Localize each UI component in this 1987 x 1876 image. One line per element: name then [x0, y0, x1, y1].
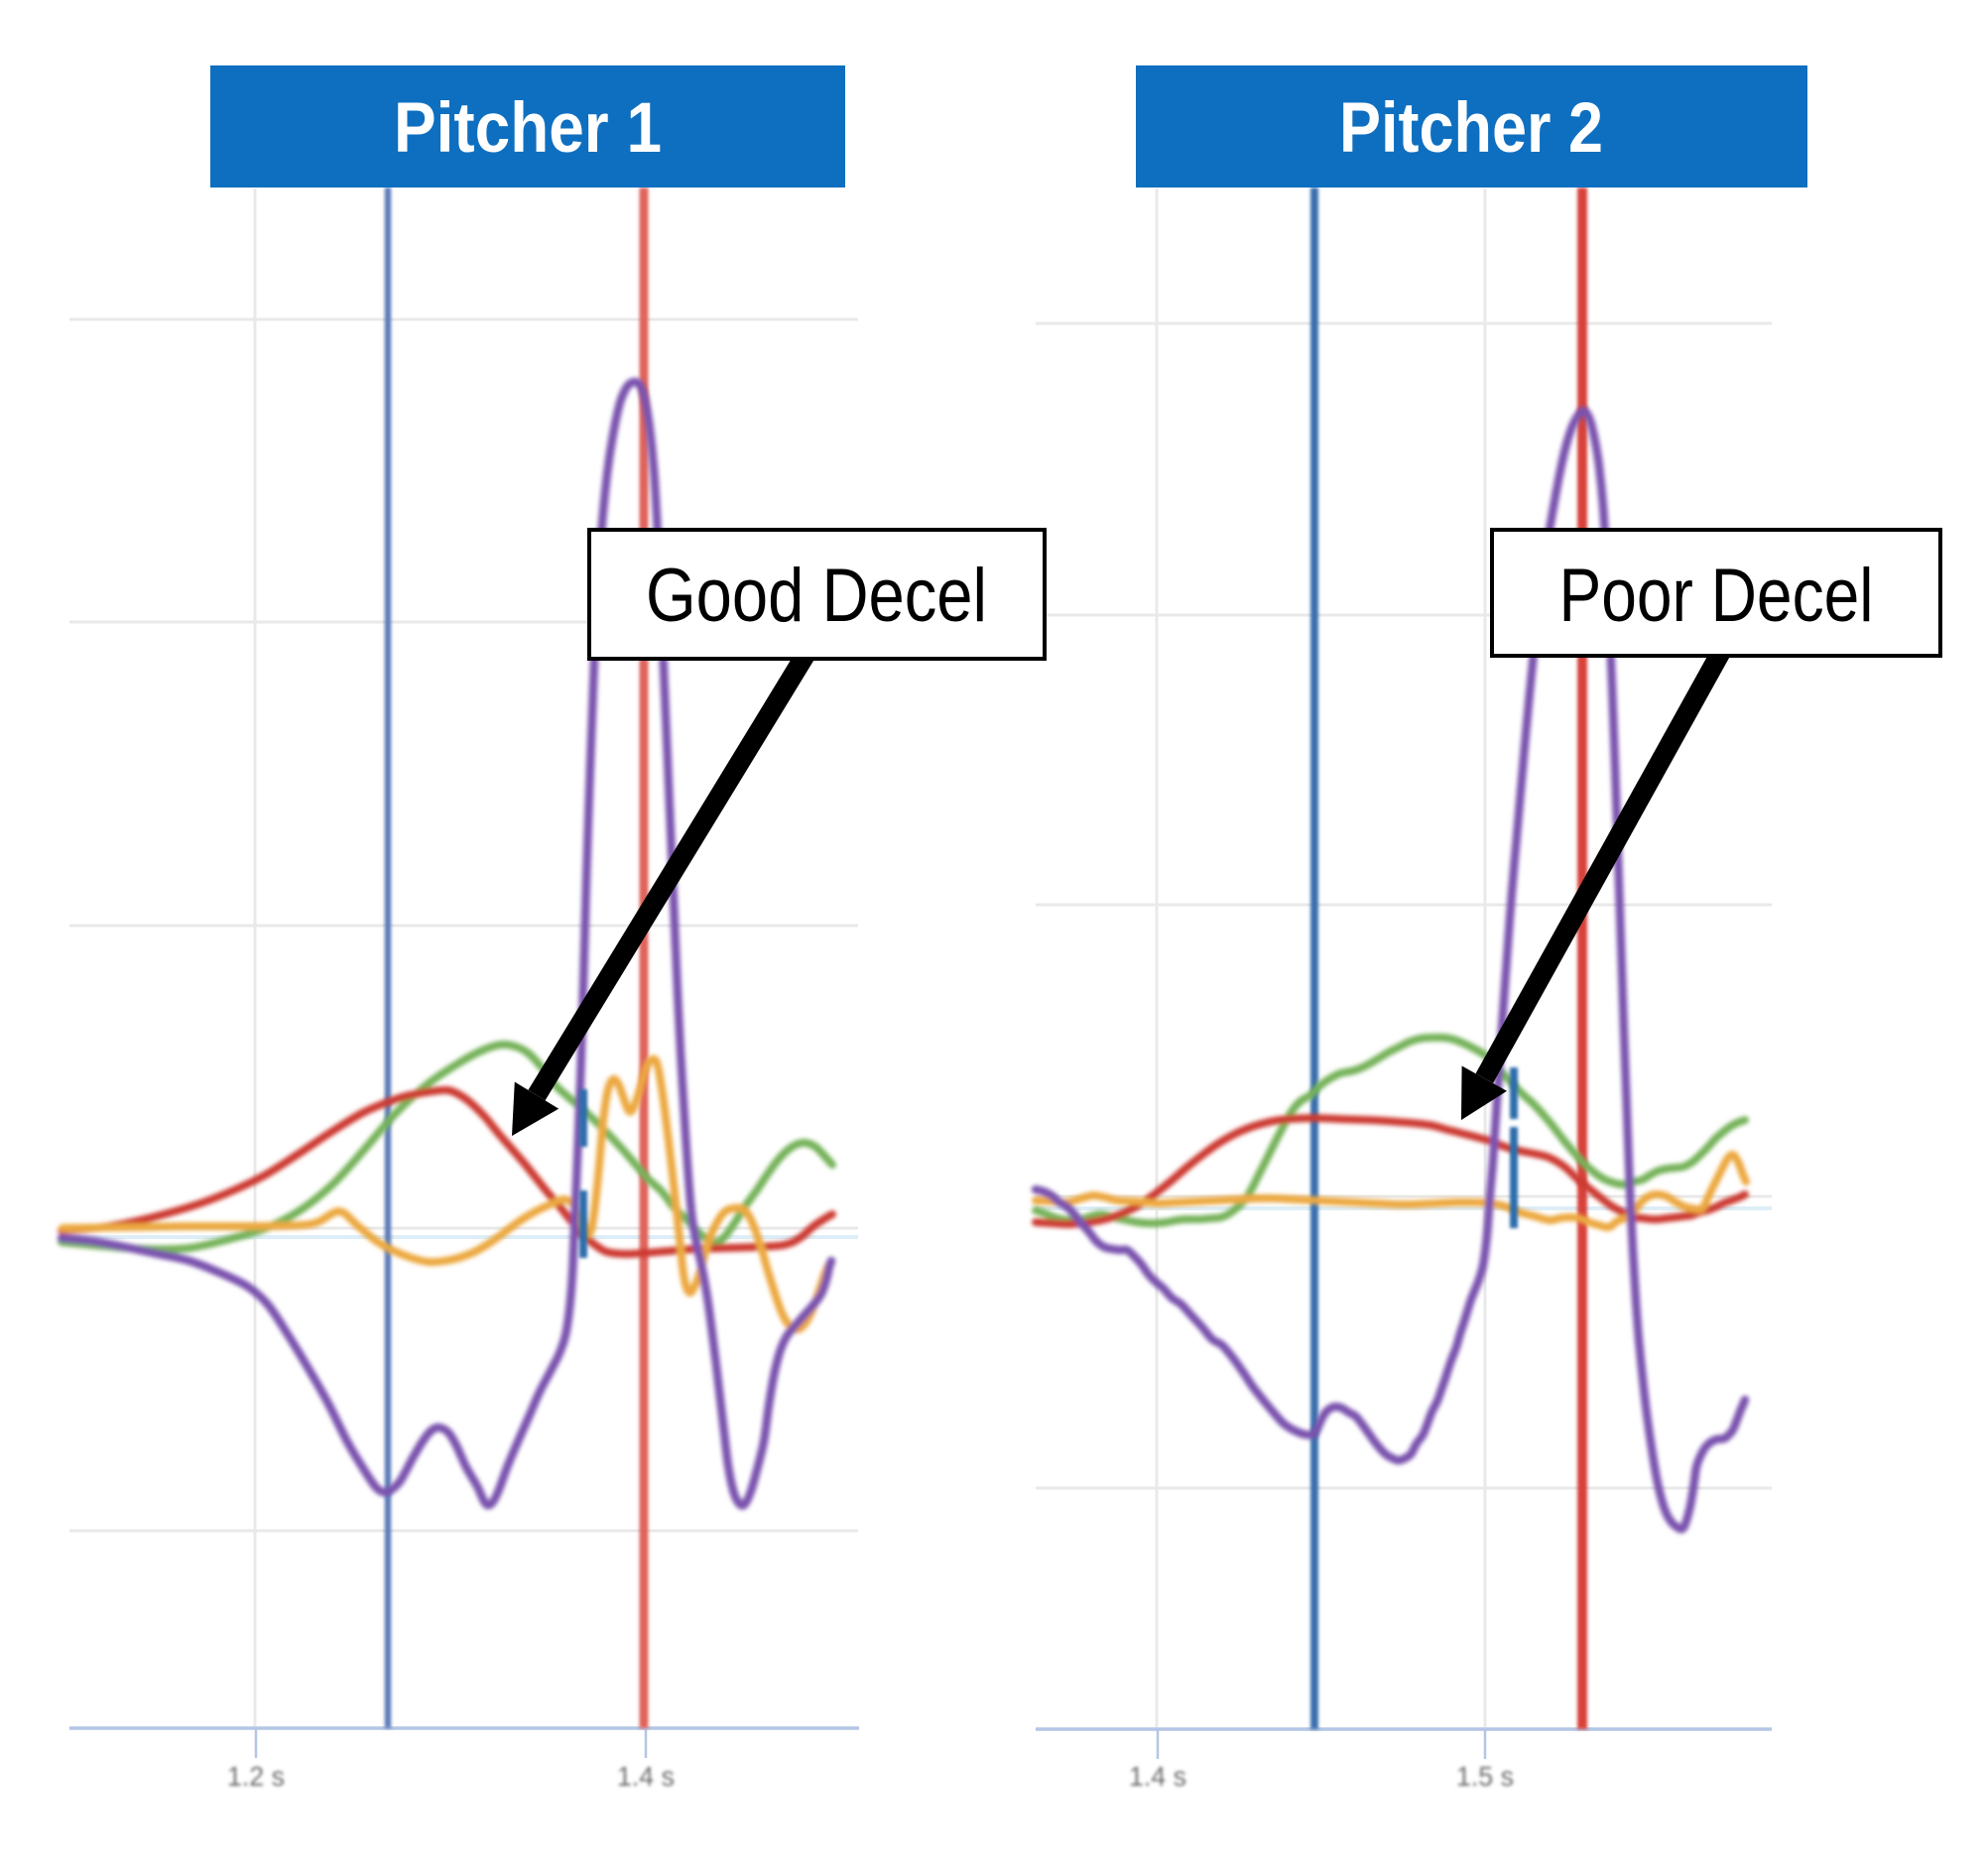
svg-text:1.2 s: 1.2 s: [227, 1761, 285, 1792]
svg-text:Good Decel: Good Decel: [646, 554, 987, 638]
svg-text:Pitcher 2: Pitcher 2: [1339, 89, 1603, 168]
svg-text:1.4 s: 1.4 s: [617, 1761, 675, 1792]
svg-text:1.4 s: 1.4 s: [1129, 1761, 1186, 1792]
svg-text:1.5 s: 1.5 s: [1456, 1761, 1514, 1792]
svg-text:Pitcher 1: Pitcher 1: [394, 89, 662, 168]
svg-text:Poor Decel: Poor Decel: [1559, 554, 1874, 638]
